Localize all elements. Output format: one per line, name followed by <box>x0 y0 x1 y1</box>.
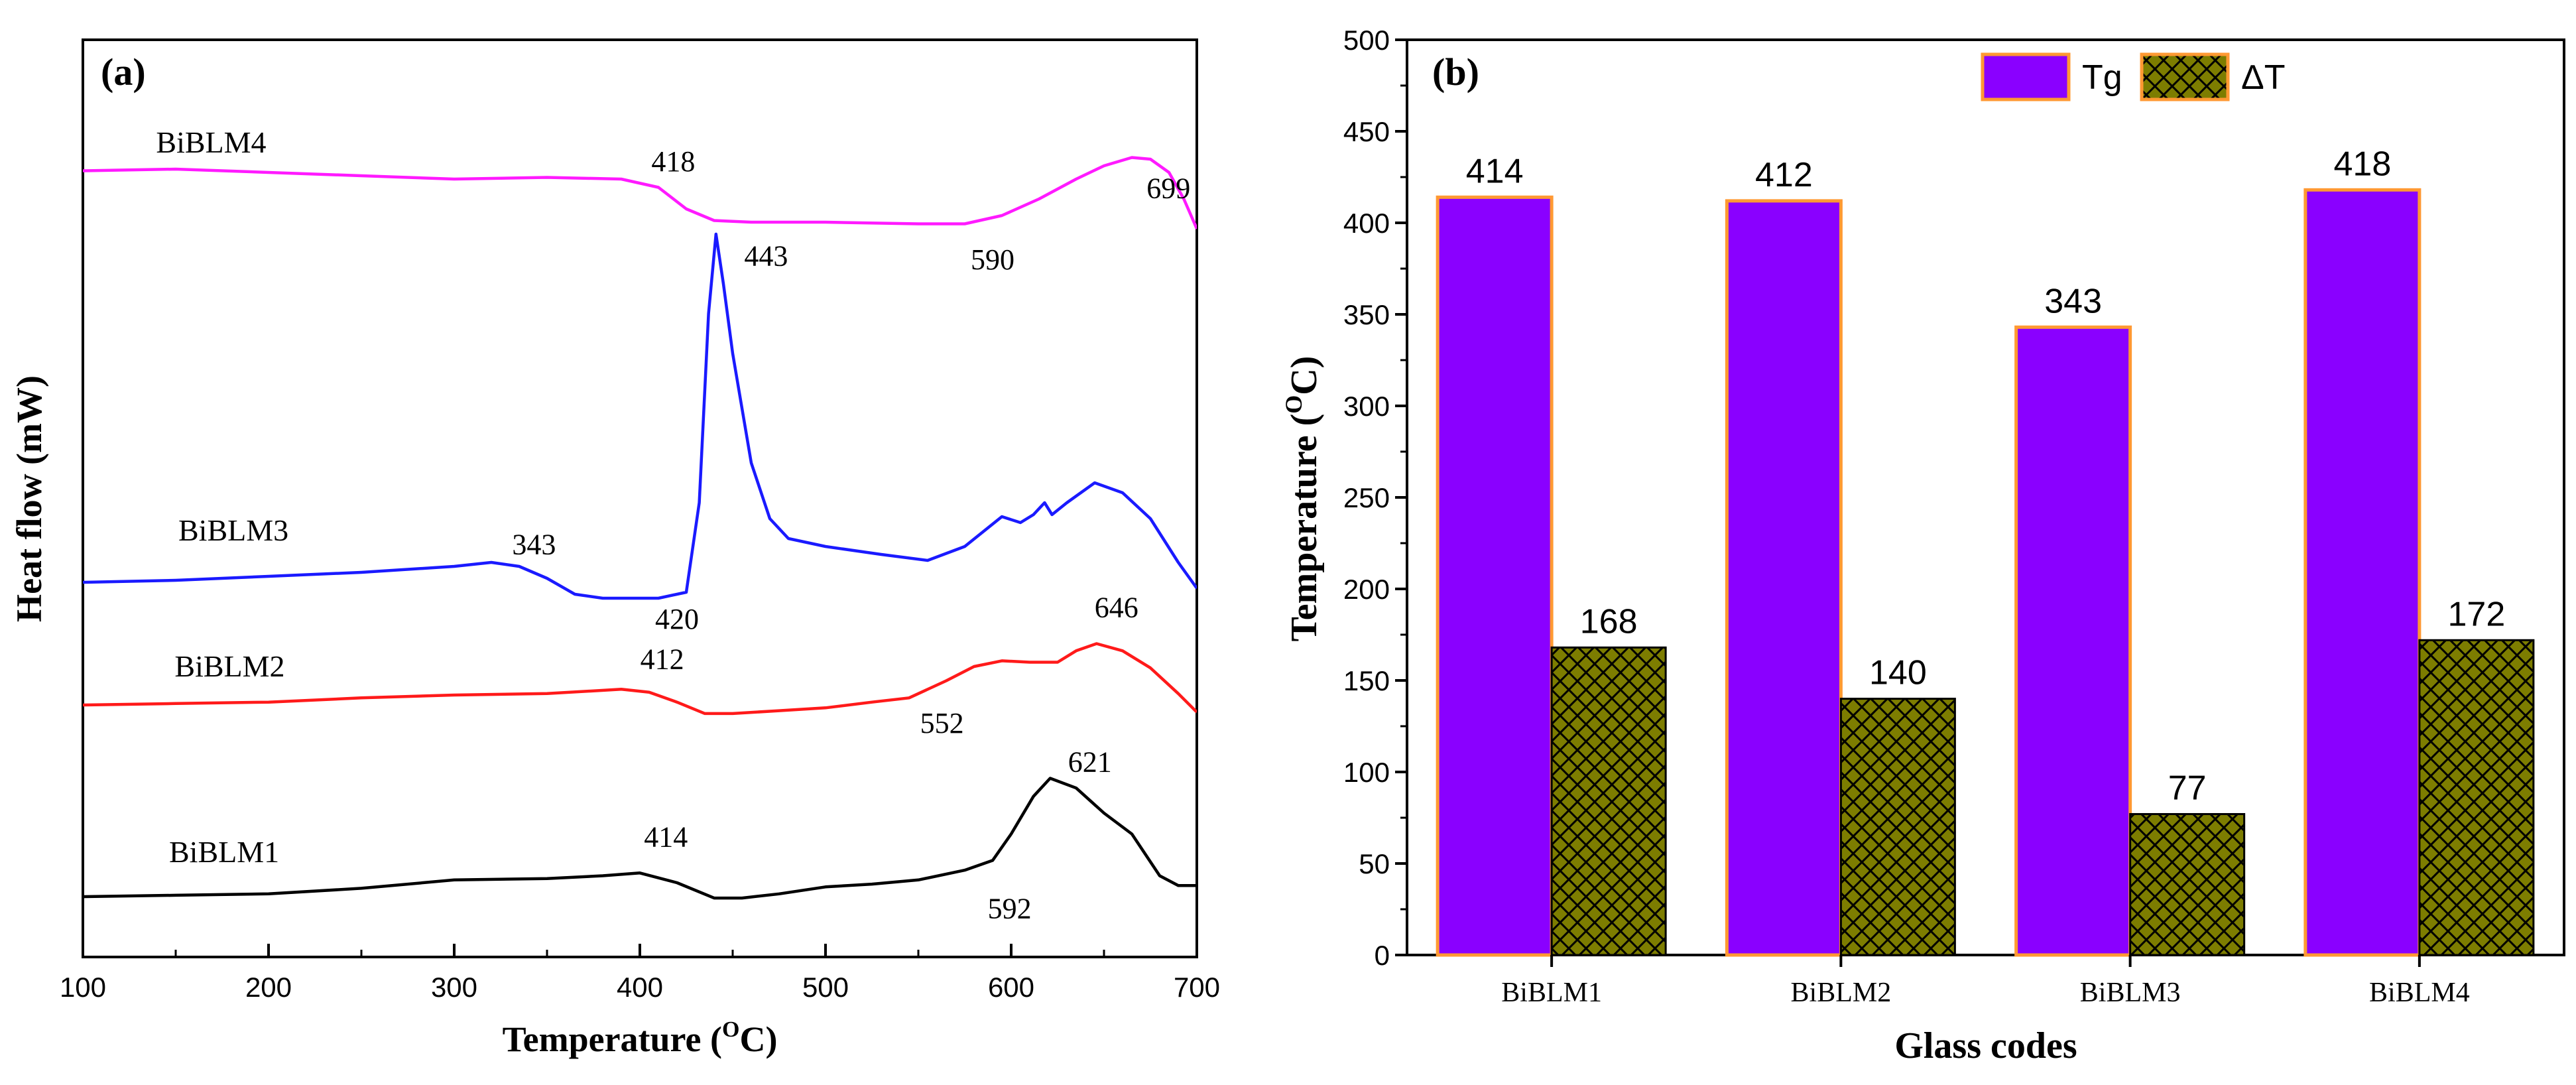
dsc-line-biblm3 <box>83 232 1197 600</box>
axis-ticks-b: BiBLM1 BiBLM2 BiBLM3 BiBLM4 0 50 100 150 200 250 3… <box>1343 25 2470 1008</box>
bar-delta-t-biblm2 <box>1839 698 1956 956</box>
category-label: BiBLM4 <box>2369 978 2470 1008</box>
x-axis-title-a: Temperature (OC) <box>503 1017 778 1059</box>
peak-label-biblm4-1: 590 <box>971 243 1014 276</box>
y-axis-title-a: Heat flow (mW) <box>9 375 49 622</box>
panel-label-b: (b) <box>1432 50 1479 94</box>
series-label-biblm2: BiBLM2 <box>174 649 284 683</box>
category-label: BiBLM2 <box>1791 978 1892 1008</box>
peak-label-biblm2-2: 646 <box>1095 592 1138 624</box>
peak-label-biblm4-0: 418 <box>651 145 695 178</box>
bar-tg-biblm4 <box>2303 188 2422 957</box>
x-axis-ticks-a: 100 200 300 400 500 600 700 <box>60 944 1220 1003</box>
x-tick-label-a: 400 <box>617 972 663 1003</box>
y-tick-label-b: 500 <box>1343 25 1390 56</box>
category-label: BiBLM1 <box>1501 978 1602 1008</box>
peak-label-biblm3-1: 443 <box>744 240 788 273</box>
dsc-lines <box>83 156 1197 900</box>
bar-value-label: 412 <box>1755 156 1813 194</box>
legend: Tg ΔT <box>1981 52 2286 101</box>
dsc-line-biblm2 <box>83 642 1197 716</box>
series-label-biblm3: BiBLM3 <box>178 513 288 547</box>
x-tick-label-a: 300 <box>431 972 477 1003</box>
peak-label-biblm1-2: 592 <box>988 892 1032 925</box>
series-label-biblm1: BiBLM1 <box>169 835 279 869</box>
y-axis-title-b: Temperature (OC) <box>1280 356 1325 642</box>
bar-value-label: 77 <box>2168 769 2207 807</box>
bars: 414 168 412 140 343 77 418 172 <box>1436 145 2535 957</box>
peak-label-biblm2-1: 552 <box>920 707 964 739</box>
bar-value-label: 172 <box>2447 595 2505 633</box>
peak-label-biblm2-0: 412 <box>641 643 684 676</box>
y-tick-label-b: 400 <box>1343 208 1390 239</box>
bar-tg-biblm2 <box>1725 199 1843 957</box>
y-tick-label-b: 200 <box>1343 574 1390 605</box>
bar-value-label: 343 <box>2044 282 2102 320</box>
bar-value-label: 168 <box>1580 602 1638 641</box>
series-label-biblm4: BiBLM4 <box>156 125 266 159</box>
dsc-line-biblm4 <box>83 156 1197 229</box>
plot-frame-a <box>82 38 1198 958</box>
dsc-annotations: BiBLM4 418 590 699 BiBLM3 343 443 420 BiBLM2 412 5… <box>156 125 1190 925</box>
legend-swatch-tg <box>1981 52 2071 101</box>
peak-label-biblm1-0: 414 <box>644 821 688 854</box>
bar-value-label: 140 <box>1869 654 1927 692</box>
y-tick-label-b: 350 <box>1343 299 1390 330</box>
bar-delta-t-biblm4 <box>2418 639 2535 956</box>
y-tick-label-b: 250 <box>1343 482 1390 513</box>
y-tick-label-b: 50 <box>1359 848 1390 879</box>
peak-label-biblm4-2: 699 <box>1146 172 1190 205</box>
legend-swatch-delta-t <box>2140 52 2230 101</box>
x-tick-label-a: 200 <box>245 972 292 1003</box>
y-tick-label-b: 0 <box>1375 940 1390 971</box>
legend-label-tg: Tg <box>2082 58 2122 97</box>
bar-value-label: 414 <box>1466 152 1524 190</box>
dsc-chart-panel: (a) BiBLM4 418 590 699 BiBLM3 343 443 420 BiBLM2… <box>9 38 1220 1059</box>
peak-label-biblm3-2: 420 <box>655 603 699 635</box>
peak-label-biblm3-0: 343 <box>512 529 556 561</box>
bar-value-label: 418 <box>2333 145 2391 183</box>
bar-delta-t-biblm3 <box>2129 812 2246 956</box>
x-tick-label-a: 700 <box>1174 972 1220 1003</box>
bar-tg-biblm3 <box>2014 325 2132 957</box>
x-tick-label-a: 100 <box>60 972 106 1003</box>
y-tick-label-b: 450 <box>1343 116 1390 147</box>
bar-tg-biblm1 <box>1436 195 1554 957</box>
category-label: BiBLM3 <box>2080 978 2181 1008</box>
bar-delta-t-biblm1 <box>1550 646 1667 956</box>
peak-label-biblm1-1: 621 <box>1068 746 1112 779</box>
dsc-line-biblm1 <box>83 777 1197 900</box>
x-tick-label-a: 500 <box>802 972 849 1003</box>
y-tick-label-b: 300 <box>1343 391 1390 422</box>
legend-label-delta-t: ΔT <box>2241 58 2286 97</box>
x-axis-title-b: Glass codes <box>1894 1025 2077 1066</box>
y-tick-label-b: 100 <box>1343 757 1390 788</box>
y-tick-label-b: 150 <box>1343 665 1390 696</box>
bar-chart-panel: (b) 414 168 412 140 343 77 418 172 BiBLM1 BiBLM2… <box>1280 25 2565 1066</box>
x-tick-label-a: 600 <box>988 972 1034 1003</box>
panel-label-a: (a) <box>101 50 146 94</box>
